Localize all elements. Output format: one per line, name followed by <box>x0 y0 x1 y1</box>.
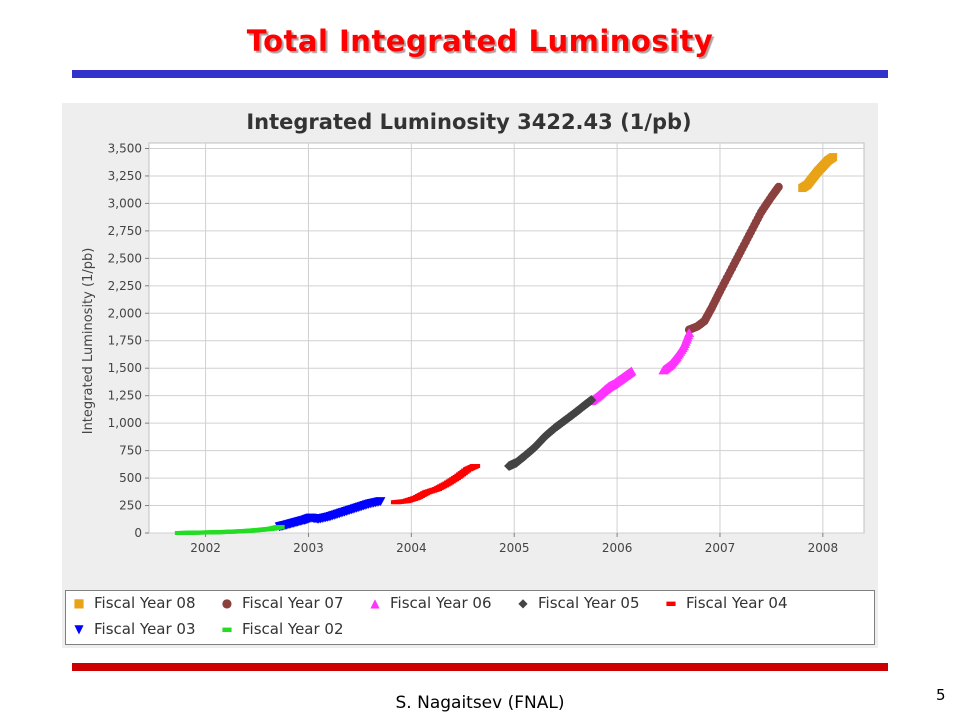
chart-panel: Integrated Luminosity 3422.43 (1/pb) 0 25… <box>62 103 878 648</box>
plot-area <box>148 142 865 534</box>
series-fiscal-year-07 <box>684 182 783 334</box>
x-tick-label: 2004 <box>396 541 427 555</box>
data-point <box>684 328 695 338</box>
legend-marker-icon: ◆ <box>518 596 528 610</box>
x-tick-label: 2007 <box>705 541 736 555</box>
legend-marker-icon: ▲ <box>370 596 380 610</box>
series-fiscal-year-06 <box>586 328 695 406</box>
x-tick-label: 2003 <box>293 541 324 555</box>
legend-marker-icon: ■ <box>73 596 85 610</box>
legend-item-fiscal-year-03: ▼ Fiscal Year 03 <box>72 620 196 638</box>
data-point <box>375 497 386 507</box>
x-tick-label: 2005 <box>499 541 530 555</box>
legend-label: Fiscal Year 08 <box>94 594 196 612</box>
legend-item-fiscal-year-02: ▬ Fiscal Year 02 <box>220 620 344 638</box>
data-points <box>174 153 838 535</box>
legend-item-fiscal-year-07: ● Fiscal Year 07 <box>220 594 344 612</box>
series-fiscal-year-02 <box>174 524 285 535</box>
top-divider <box>72 70 888 78</box>
y-tick-label: 500 <box>119 471 142 485</box>
legend-label: Fiscal Year 07 <box>242 594 344 612</box>
legend-label: Fiscal Year 06 <box>390 594 492 612</box>
legend-item-fiscal-year-04: ▬ Fiscal Year 04 <box>664 594 788 612</box>
series-fiscal-year-08 <box>798 153 838 193</box>
legend-label: Fiscal Year 03 <box>94 620 196 638</box>
grid-lines <box>149 143 864 534</box>
y-tick-label: 1,500 <box>108 361 142 375</box>
series-fiscal-year-03 <box>274 497 386 532</box>
slide-title: Total Integrated Luminosity <box>246 24 714 58</box>
bottom-divider <box>72 663 888 671</box>
x-tick-label: 2008 <box>808 541 839 555</box>
legend-item-fiscal-year-05: ◆ Fiscal Year 05 <box>516 594 640 612</box>
y-tick-label: 3,500 <box>108 141 142 155</box>
y-tick-label: 2,500 <box>108 251 142 265</box>
y-axis-label: Integrated Luminosity (1/pb) <box>81 248 96 435</box>
chart-title: Integrated Luminosity 3422.43 (1/pb) <box>246 110 691 134</box>
y-tick-label: 250 <box>119 499 142 513</box>
y-tick-label: 2,000 <box>108 306 142 320</box>
y-tick-label: 3,000 <box>108 196 142 210</box>
axes: 0 250 500 750 1,000 1,250 1,500 1,750 2,000 2,250… <box>108 141 838 555</box>
data-point <box>829 153 838 162</box>
y-tick-label: 1,000 <box>108 416 142 430</box>
series-fiscal-year-05 <box>504 395 597 471</box>
legend-marker-icon: ▬ <box>665 596 677 610</box>
legend-marker-icon: ● <box>221 596 233 610</box>
legend-label: Fiscal Year 02 <box>242 620 344 638</box>
y-tick-label: 2,750 <box>108 224 142 238</box>
chart-legend: ■ Fiscal Year 08 ● Fiscal Year 07 ▲ Fiscal Ye… <box>65 590 875 645</box>
y-tick-label: 750 <box>119 444 142 458</box>
legend-item-fiscal-year-08: ■ Fiscal Year 08 <box>72 594 196 612</box>
y-tick-label: 2,250 <box>108 279 142 293</box>
data-point <box>274 524 285 529</box>
data-point <box>586 395 597 406</box>
y-tick-label: 1,750 <box>108 334 142 348</box>
data-point <box>774 182 783 192</box>
page-number: 5 <box>936 686 946 704</box>
y-tick-label: 3,250 <box>108 169 142 183</box>
x-tick-label: 2006 <box>602 541 633 555</box>
data-point <box>626 366 637 376</box>
legend-marker-icon: ▬ <box>221 622 233 636</box>
legend-marker-icon: ▼ <box>74 622 84 636</box>
y-tick-label: 0 <box>134 526 142 540</box>
y-tick-label: 1,250 <box>108 389 142 403</box>
footer-author: S. Nagaitsev (FNAL) <box>395 693 565 713</box>
legend-item-fiscal-year-06: ▲ Fiscal Year 06 <box>368 594 492 612</box>
x-tick-label: 2002 <box>190 541 221 555</box>
series-fiscal-year-04 <box>390 463 481 505</box>
legend-label: Fiscal Year 05 <box>538 594 640 612</box>
data-point <box>470 463 481 468</box>
luminosity-chart: Integrated Luminosity 3422.43 (1/pb) 0 25… <box>81 110 865 555</box>
legend-label: Fiscal Year 04 <box>686 594 788 612</box>
